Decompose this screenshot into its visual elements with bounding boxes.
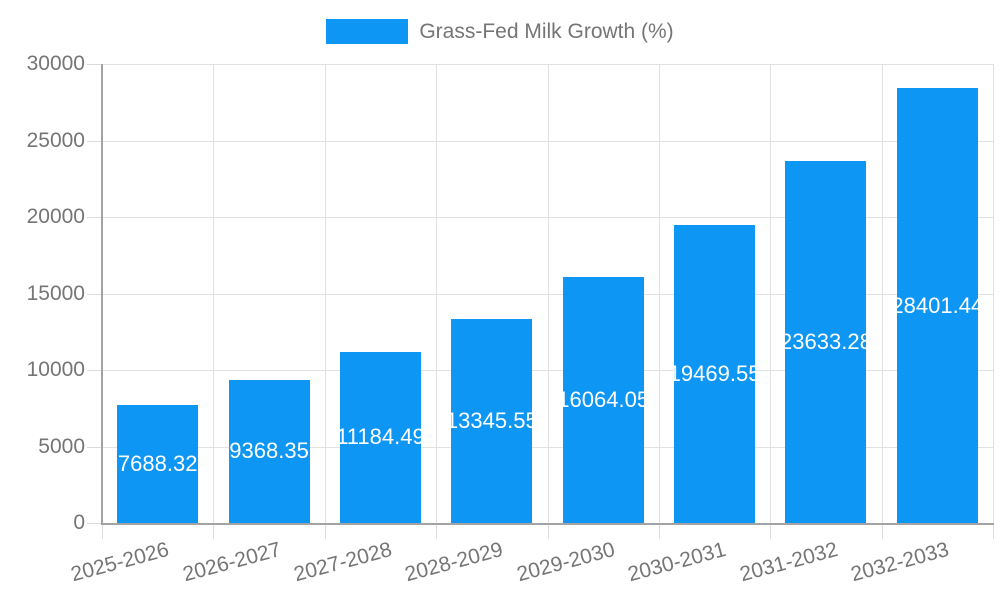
y-tick-label: 5000 [38, 434, 85, 458]
bar[interactable] [896, 88, 978, 523]
x-axis-tick [658, 523, 660, 539]
legend-swatch [326, 19, 409, 44]
x-axis-tick [436, 523, 438, 539]
x-axis-tick [324, 523, 326, 539]
x-axis-tick [770, 523, 772, 539]
bar[interactable] [674, 225, 756, 523]
y-tick-label: 25000 [26, 128, 85, 152]
x-tick-label: 2026-2027 [180, 538, 284, 587]
x-gridline [658, 64, 660, 523]
x-axis-tick [213, 523, 215, 539]
legend-label: Grass-Fed Milk Growth (%) [419, 19, 674, 43]
y-axis-tick [87, 446, 102, 448]
x-axis-tick [102, 523, 103, 539]
bar[interactable] [562, 277, 644, 523]
y-axis-tick [87, 523, 102, 524]
bar-value-label: 11184.49 [336, 424, 425, 450]
x-axis-tick [881, 523, 883, 539]
bar-value-label: 23633.28 [780, 329, 872, 355]
bar[interactable] [228, 379, 310, 523]
bar-value-label: 7688.32 [117, 451, 198, 477]
bar-value-label: 13345.55 [445, 407, 538, 433]
y-tick-label: 10000 [26, 358, 85, 381]
bar-value-label: 16064.05 [557, 387, 650, 413]
y-tick-label: 0 [73, 511, 85, 534]
x-tick-label: 2028-2029 [402, 538, 506, 587]
bar[interactable] [117, 405, 199, 523]
bar[interactable] [339, 351, 421, 523]
x-tick-label: 2029-2030 [514, 538, 618, 587]
x-gridline [881, 64, 883, 523]
x-tick-label: 2025-2026 [68, 538, 172, 587]
x-gridline [436, 64, 438, 523]
x-gridline [547, 64, 549, 523]
bar-value-label: 19469.55 [668, 361, 761, 387]
y-tick-label: 15000 [26, 281, 85, 305]
y-axis-tick [87, 64, 102, 65]
x-gridline [993, 64, 994, 523]
y-axis-tick [87, 140, 102, 142]
x-axis-tick [993, 523, 994, 539]
x-tick-label: 2031-2032 [736, 538, 840, 587]
bar[interactable] [785, 161, 867, 523]
y-axis-tick [87, 370, 102, 371]
x-axis-line [101, 523, 994, 525]
x-gridline [213, 64, 215, 523]
bar-value-label: 9368.35 [229, 438, 309, 464]
y-axis-tick [87, 217, 102, 218]
y-axis-line [101, 64, 103, 523]
y-tick-label: 30000 [26, 52, 85, 75]
bar-value-label: 28401.44 [891, 292, 984, 318]
y-tick-label: 20000 [26, 205, 85, 228]
x-gridline [324, 64, 326, 523]
x-tick-label: 2030-2031 [625, 538, 729, 587]
x-tick-label: 2032-2033 [848, 538, 952, 587]
x-tick-label: 2027-2028 [291, 538, 395, 587]
chart-legend[interactable]: Grass-Fed Milk Growth (%) [0, 19, 1000, 44]
y-axis-tick [87, 293, 102, 295]
x-gridline [770, 64, 772, 523]
bar[interactable] [451, 318, 533, 523]
x-axis-tick [547, 523, 549, 539]
